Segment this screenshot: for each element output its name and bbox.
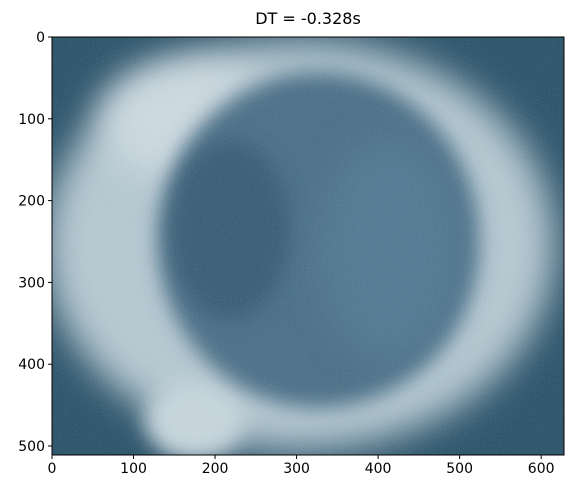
x-tick-label: 100 [120, 461, 147, 477]
y-tick-label: 300 [18, 275, 45, 291]
y-tick-label: 0 [36, 30, 45, 46]
x-tick-label: 600 [528, 461, 555, 477]
y-tick-label: 500 [18, 439, 45, 455]
x-tick-label: 300 [283, 461, 310, 477]
y-tick-label: 100 [18, 112, 45, 128]
plot-frame [51, 36, 565, 456]
x-tick-label: 500 [446, 461, 473, 477]
x-tick-label: 200 [202, 461, 229, 477]
x-tick-label: 400 [365, 461, 392, 477]
y-tick-label: 200 [18, 194, 45, 210]
chart-title: DT = -0.328s [255, 9, 361, 28]
x-tick-label: 0 [48, 461, 57, 477]
y-tick-label: 400 [18, 357, 45, 373]
image [52, 37, 564, 455]
